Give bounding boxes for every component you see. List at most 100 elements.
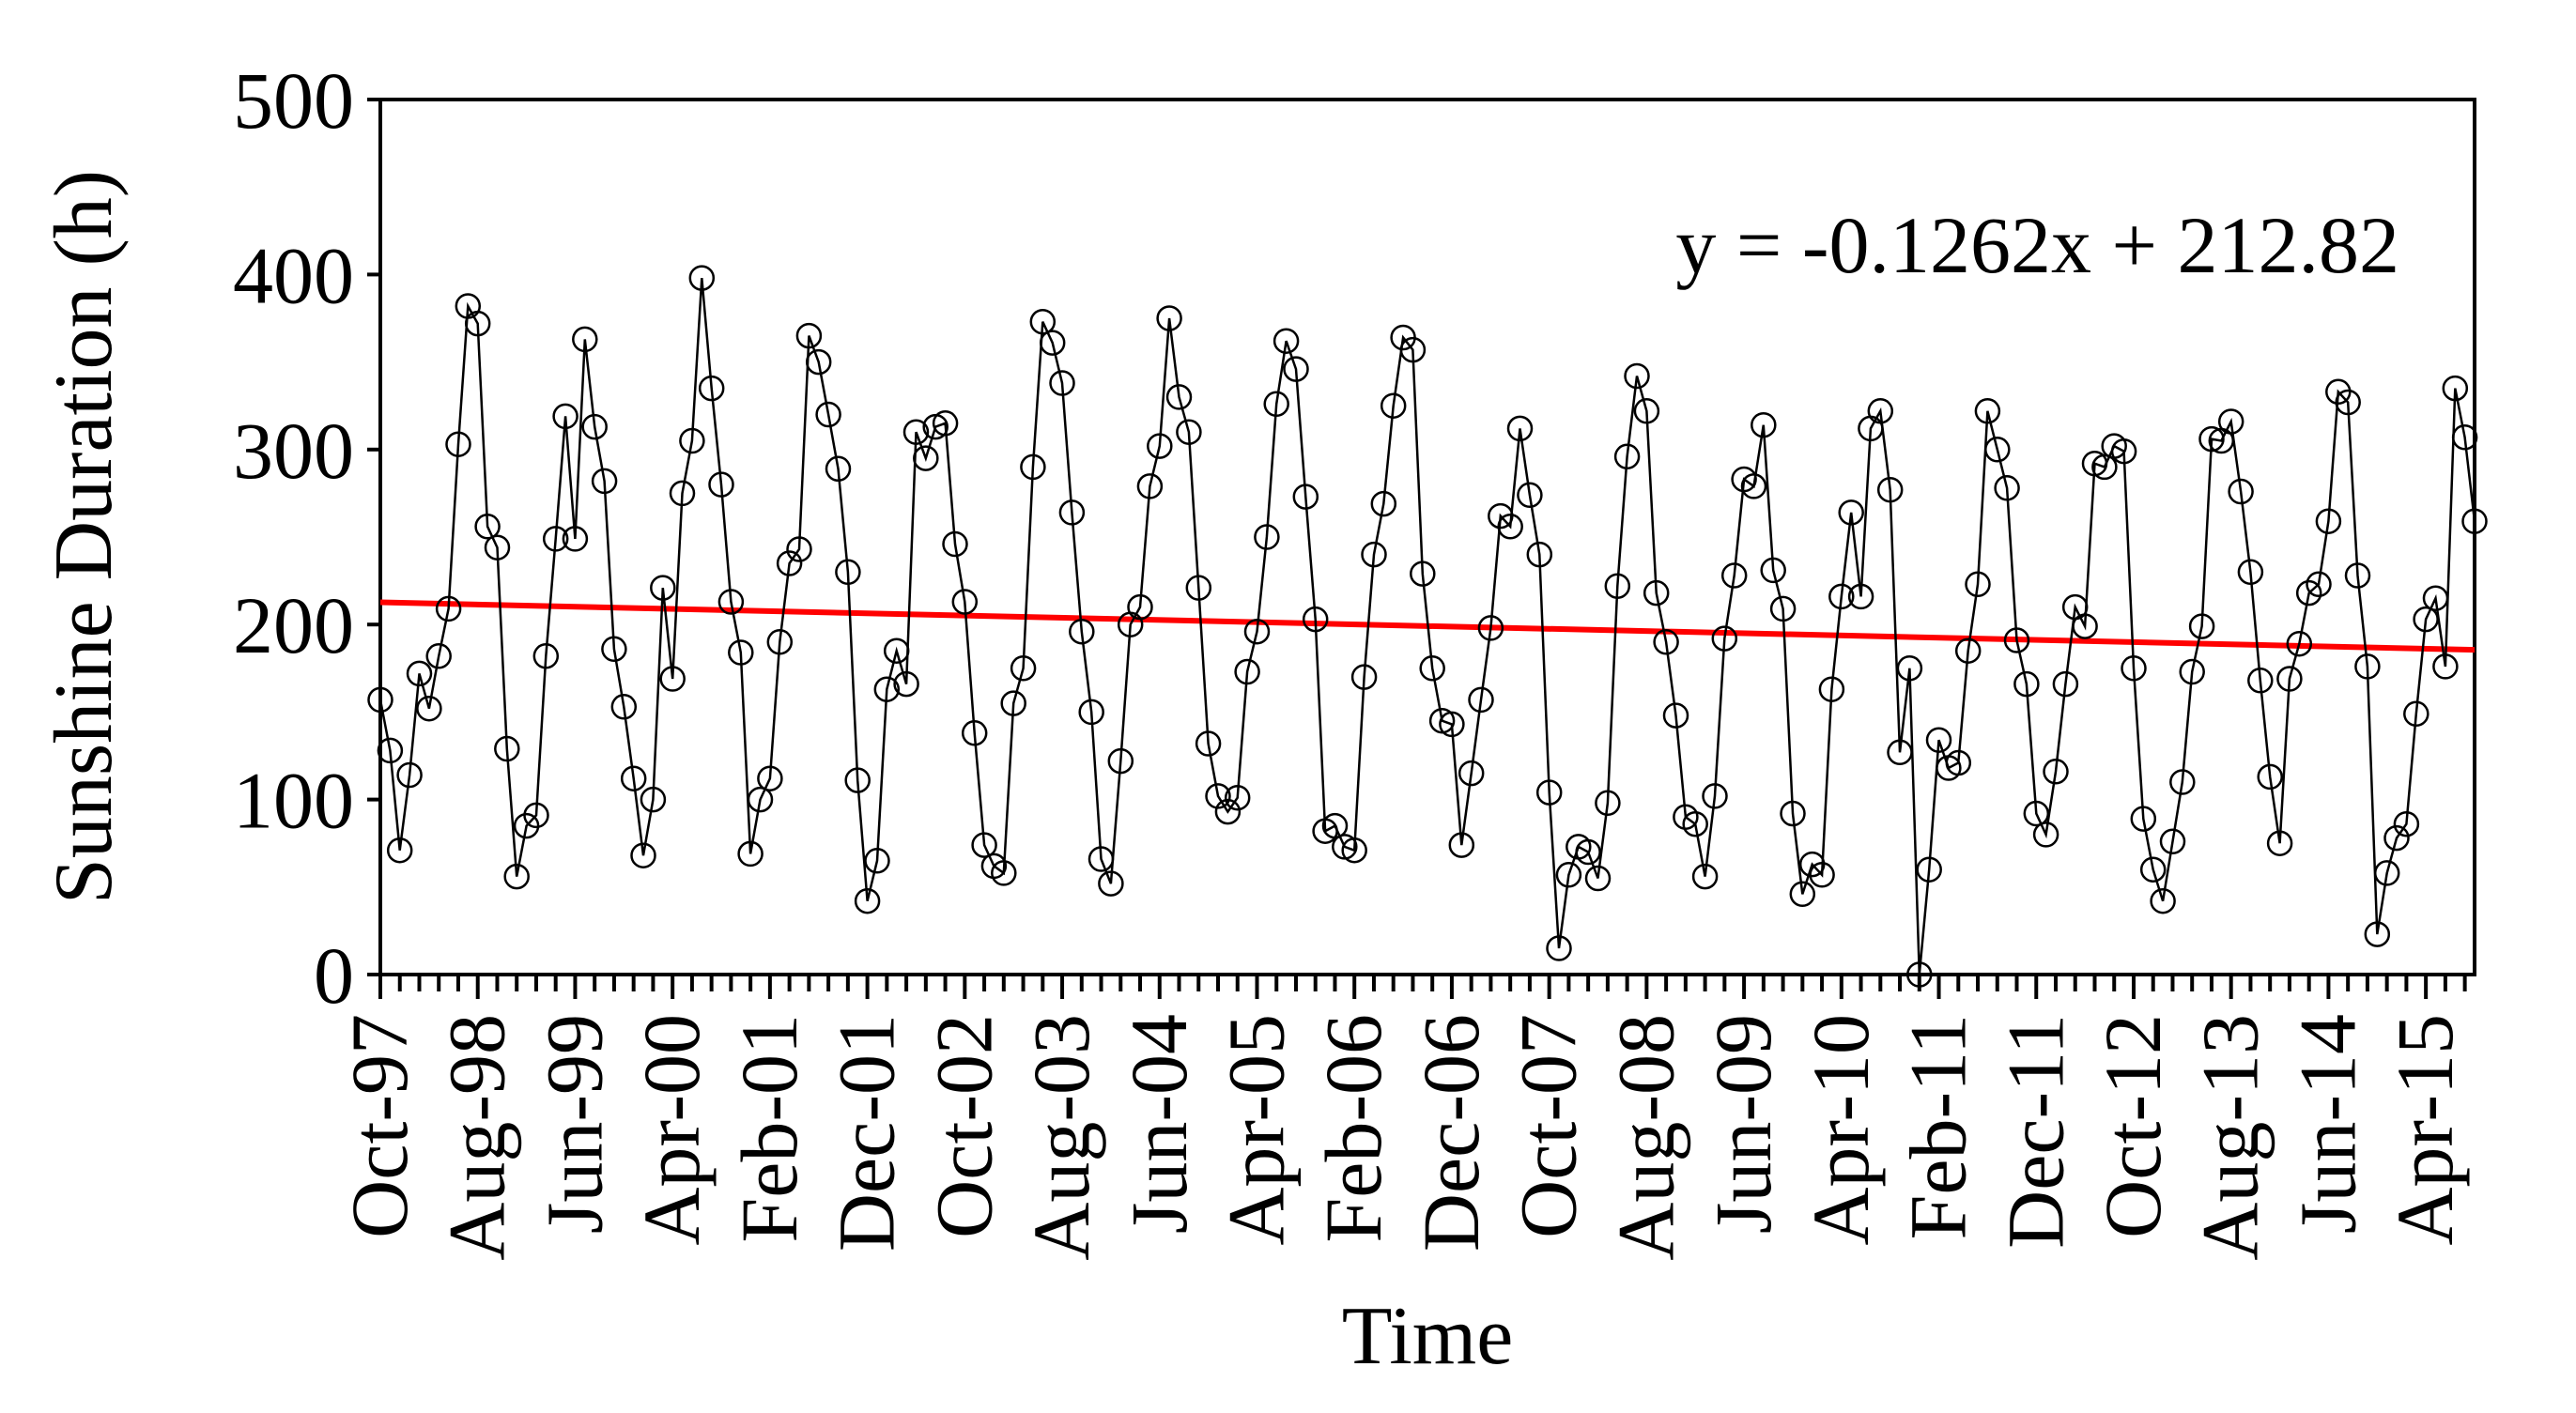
data-point — [1595, 790, 1621, 817]
data-point — [1555, 862, 1582, 888]
data-point — [2383, 824, 2410, 852]
data-point — [1273, 328, 1300, 354]
data-point — [1974, 398, 2001, 424]
data-point — [2043, 759, 2069, 785]
data-point — [1896, 655, 1923, 682]
data-point — [1916, 856, 1942, 883]
data-point — [2335, 389, 2361, 416]
data-point — [1224, 784, 1251, 811]
data-point — [484, 534, 511, 561]
data-point — [1214, 798, 1242, 825]
data-point — [669, 480, 696, 507]
x-tick-label: Dec-01 — [822, 1014, 912, 1252]
data-point — [1058, 499, 1086, 526]
x-tick-label: Apr-05 — [1211, 1014, 1301, 1246]
data-point — [1458, 760, 1485, 787]
data-point — [425, 643, 452, 669]
data-point — [2247, 668, 2274, 694]
data-point — [2344, 562, 2371, 589]
data-point — [2150, 887, 2176, 914]
data-point — [1624, 362, 1650, 390]
data-point — [2130, 806, 2157, 832]
data-point — [659, 666, 686, 692]
data-point — [883, 637, 910, 664]
x-tick-label: Apr-15 — [2380, 1014, 2470, 1246]
data-point — [1321, 812, 1349, 839]
data-point — [1945, 749, 1972, 776]
data-point — [1439, 711, 1465, 738]
data-point — [2139, 856, 2167, 883]
data-point — [2442, 375, 2469, 402]
data-point — [2198, 425, 2225, 453]
data-point — [542, 526, 569, 552]
data-point — [2286, 630, 2313, 657]
plot-area-frame — [378, 98, 2476, 976]
data-point — [2393, 810, 2420, 837]
data-point — [1399, 336, 1427, 363]
data-point — [2266, 830, 2293, 856]
data-point — [377, 737, 404, 764]
data-point — [2188, 613, 2215, 639]
data-point — [1350, 664, 1378, 690]
data-point — [591, 468, 618, 495]
x-axis-title: Time — [1342, 1291, 1514, 1382]
data-point — [1604, 573, 1631, 599]
data-point — [2121, 655, 2147, 682]
data-point — [620, 765, 647, 791]
data-point — [1584, 865, 1612, 892]
data-point — [1049, 370, 1075, 396]
data-point — [1517, 482, 1543, 509]
data-point — [1613, 443, 1641, 470]
data-point — [1254, 524, 1280, 550]
x-tick-label: Aug-03 — [1016, 1014, 1106, 1261]
data-point — [532, 643, 560, 669]
data-point — [1653, 629, 1679, 655]
data-point — [1243, 618, 1271, 645]
data-point — [1535, 779, 1563, 806]
y-tick-label: 0 — [314, 930, 354, 1021]
data-point — [562, 526, 589, 552]
data-point — [1380, 392, 1407, 419]
data-point — [1156, 305, 1182, 331]
y-tick-label: 400 — [233, 230, 354, 320]
data-point — [1448, 832, 1475, 858]
data-point — [1341, 837, 1367, 864]
data-point — [679, 427, 705, 454]
data-point — [2413, 606, 2439, 633]
data-point — [2422, 585, 2449, 611]
x-tick-label: Oct-12 — [2088, 1014, 2178, 1238]
data-point — [991, 860, 1017, 886]
data-point — [1662, 702, 1689, 729]
x-tick-label: Jun-14 — [2282, 1014, 2372, 1234]
data-point — [913, 445, 939, 471]
data-point — [416, 695, 442, 722]
data-point — [1789, 881, 1816, 908]
x-tick-label: Feb-06 — [1308, 1014, 1398, 1243]
data-point — [1838, 499, 1864, 526]
data-point — [1147, 433, 1173, 459]
x-tick-label: Dec-06 — [1406, 1014, 1496, 1252]
data-point — [406, 660, 433, 687]
data-point — [445, 431, 471, 457]
data-point — [2451, 424, 2478, 451]
data-point — [523, 802, 549, 829]
x-tick-label: Apr-00 — [626, 1014, 717, 1246]
data-point — [1867, 398, 1894, 424]
data-point — [698, 375, 725, 402]
y-axis-ticks: 0 100 200 300 400 500 — [233, 55, 380, 1021]
data-point — [1000, 690, 1026, 716]
data-point — [503, 863, 530, 890]
data-point — [2403, 700, 2429, 728]
data-point — [581, 413, 608, 440]
data-point — [1098, 870, 1124, 897]
data-point — [2276, 666, 2303, 692]
data-point — [1361, 541, 1387, 568]
data-point — [951, 589, 979, 615]
data-point — [1818, 676, 1845, 702]
data-point — [893, 670, 919, 698]
data-point — [2169, 769, 2196, 795]
data-point — [464, 310, 491, 337]
data-point — [2110, 438, 2137, 465]
data-point — [386, 837, 413, 864]
x-tick-label: Feb-01 — [724, 1014, 814, 1243]
